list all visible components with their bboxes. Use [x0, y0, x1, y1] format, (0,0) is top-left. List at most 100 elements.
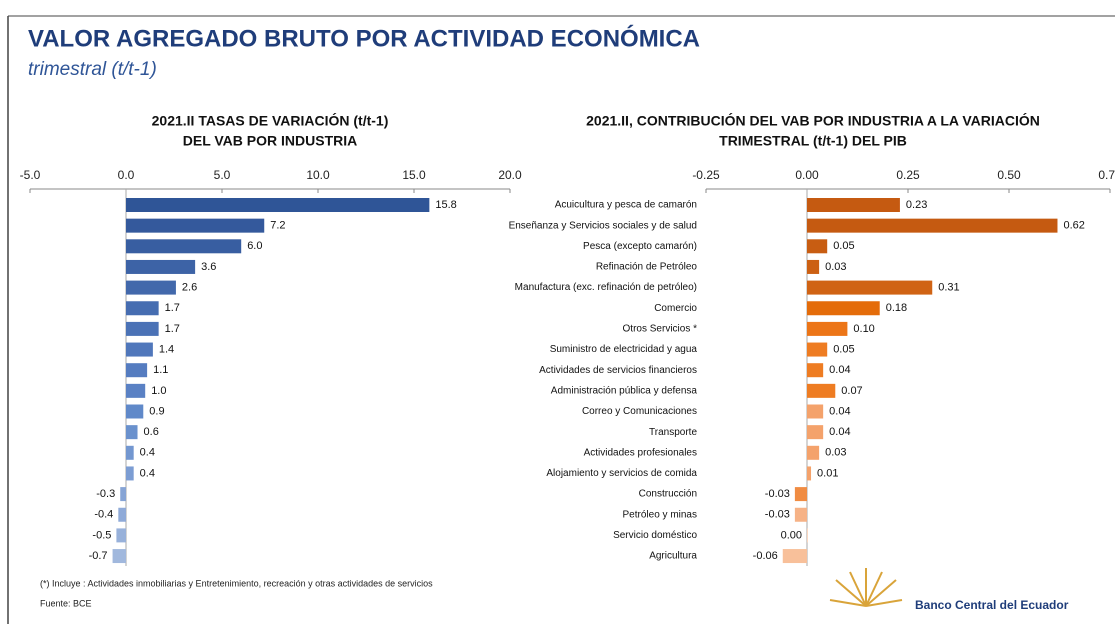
bar — [807, 198, 900, 212]
category-label: Servicio doméstico — [613, 530, 697, 541]
bar — [807, 218, 1058, 233]
value-label: 7.2 — [270, 220, 285, 232]
value-label: 0.31 — [938, 282, 959, 294]
bar — [126, 466, 134, 481]
value-label: 1.7 — [165, 302, 180, 314]
x-tick-label: 0.75 — [1098, 168, 1115, 182]
category-label: Pesca (excepto camarón) — [583, 241, 697, 252]
value-label: 0.18 — [886, 302, 907, 314]
value-label: -0.4 — [94, 509, 113, 521]
category-label: Transporte — [649, 427, 697, 438]
value-label: 6.0 — [247, 240, 262, 252]
chart-title: 2021.II TASAS DE VARIACIÓN (t/t-1) — [152, 112, 389, 129]
value-label: 1.4 — [159, 343, 174, 355]
category-label: Alojamiento y servicios de comida — [546, 468, 697, 479]
bar — [126, 218, 265, 233]
bar — [807, 301, 880, 316]
category-label: Agricultura — [649, 551, 697, 562]
category-label: Enseñanza y Servicios sociales y de salu… — [509, 220, 697, 231]
value-label: 0.05 — [833, 343, 854, 355]
category-label: Manufactura (exc. refinación de petróleo… — [515, 282, 697, 293]
category-label: Administración pública y defensa — [551, 385, 698, 396]
x-tick-label: 15.0 — [402, 168, 426, 182]
bar — [126, 259, 196, 274]
bar — [807, 383, 836, 398]
bar — [807, 321, 848, 336]
value-label: -0.06 — [753, 550, 778, 562]
chart-title: TRIMESTRAL (t/t-1) DEL PIB — [719, 133, 907, 149]
category-label: Correo y Comunicaciones — [582, 406, 697, 417]
value-label: -0.5 — [92, 529, 111, 541]
value-label: 0.62 — [1063, 220, 1084, 232]
bar — [807, 363, 824, 378]
category-label: Actividades profesionales — [584, 447, 697, 458]
category-label: Construcción — [639, 489, 697, 500]
value-label: 1.0 — [151, 385, 166, 397]
value-label: 0.23 — [906, 199, 927, 211]
bar — [807, 466, 812, 481]
chart-title: DEL VAB POR INDUSTRIA — [183, 133, 358, 149]
footnote: (*) Incluye : Actividades inmobiliarias … — [40, 578, 433, 588]
subtitle: trimestral (t/t-1) — [28, 59, 157, 80]
bar — [126, 342, 153, 357]
category-label: Refinación de Petróleo — [596, 262, 698, 273]
x-tick-label: 0.50 — [997, 168, 1021, 182]
bar — [126, 445, 134, 460]
value-label: 0.03 — [825, 261, 846, 273]
bar — [126, 301, 159, 316]
category-label: Actividades de servicios financieros — [539, 365, 697, 376]
bar — [807, 445, 820, 460]
bar — [807, 528, 808, 543]
bar — [126, 383, 146, 398]
value-label: 0.01 — [817, 467, 838, 479]
bar — [807, 239, 828, 254]
value-label: 0.10 — [853, 323, 874, 335]
bar — [807, 259, 820, 274]
logo-emblem — [829, 568, 903, 607]
source: Fuente: BCE — [40, 598, 92, 608]
value-label: 0.04 — [829, 405, 850, 417]
bar — [126, 321, 159, 336]
title: VALOR AGREGADO BRUTO POR ACTIVIDAD ECONÓ… — [28, 24, 700, 52]
x-tick-label: 0.25 — [896, 168, 920, 182]
x-tick-label: -5.0 — [20, 168, 41, 182]
value-label: -0.03 — [765, 488, 790, 500]
value-label: 1.1 — [153, 364, 168, 376]
value-label: 0.07 — [841, 385, 862, 397]
chart-title: 2021.II, CONTRIBUCIÓN DEL VAB POR INDUST… — [586, 112, 1040, 129]
value-label: 0.4 — [140, 447, 155, 459]
bar — [126, 363, 148, 378]
bar — [116, 528, 126, 543]
value-label: 2.6 — [182, 282, 197, 294]
bar — [807, 342, 828, 357]
bar — [794, 487, 807, 502]
bar — [112, 549, 126, 564]
bar — [126, 425, 138, 440]
value-label: -0.7 — [89, 550, 108, 562]
x-tick-label: 0.0 — [118, 168, 135, 182]
bar — [794, 507, 807, 522]
category-label: Suministro de electricidad y agua — [550, 344, 698, 355]
value-label: 0.03 — [825, 447, 846, 459]
category-label: Otros Servicios * — [623, 324, 698, 335]
value-label: 0.04 — [829, 364, 850, 376]
value-label: 3.6 — [201, 261, 216, 273]
bar — [807, 404, 824, 419]
bar — [126, 280, 176, 295]
bar — [126, 239, 242, 254]
value-label: -0.3 — [96, 488, 115, 500]
value-label: 0.04 — [829, 426, 850, 438]
value-label: 0.9 — [149, 405, 164, 417]
bar — [807, 425, 824, 440]
bar — [807, 280, 933, 295]
category-label: Comercio — [654, 303, 697, 314]
value-label: 0.05 — [833, 240, 854, 252]
x-tick-label: 20.0 — [498, 168, 522, 182]
value-label: 0.6 — [144, 426, 159, 438]
category-label: Petróleo y minas — [623, 509, 697, 520]
bar — [120, 487, 126, 502]
bar — [126, 198, 430, 212]
value-label: -0.03 — [765, 509, 790, 521]
bar — [126, 404, 144, 419]
